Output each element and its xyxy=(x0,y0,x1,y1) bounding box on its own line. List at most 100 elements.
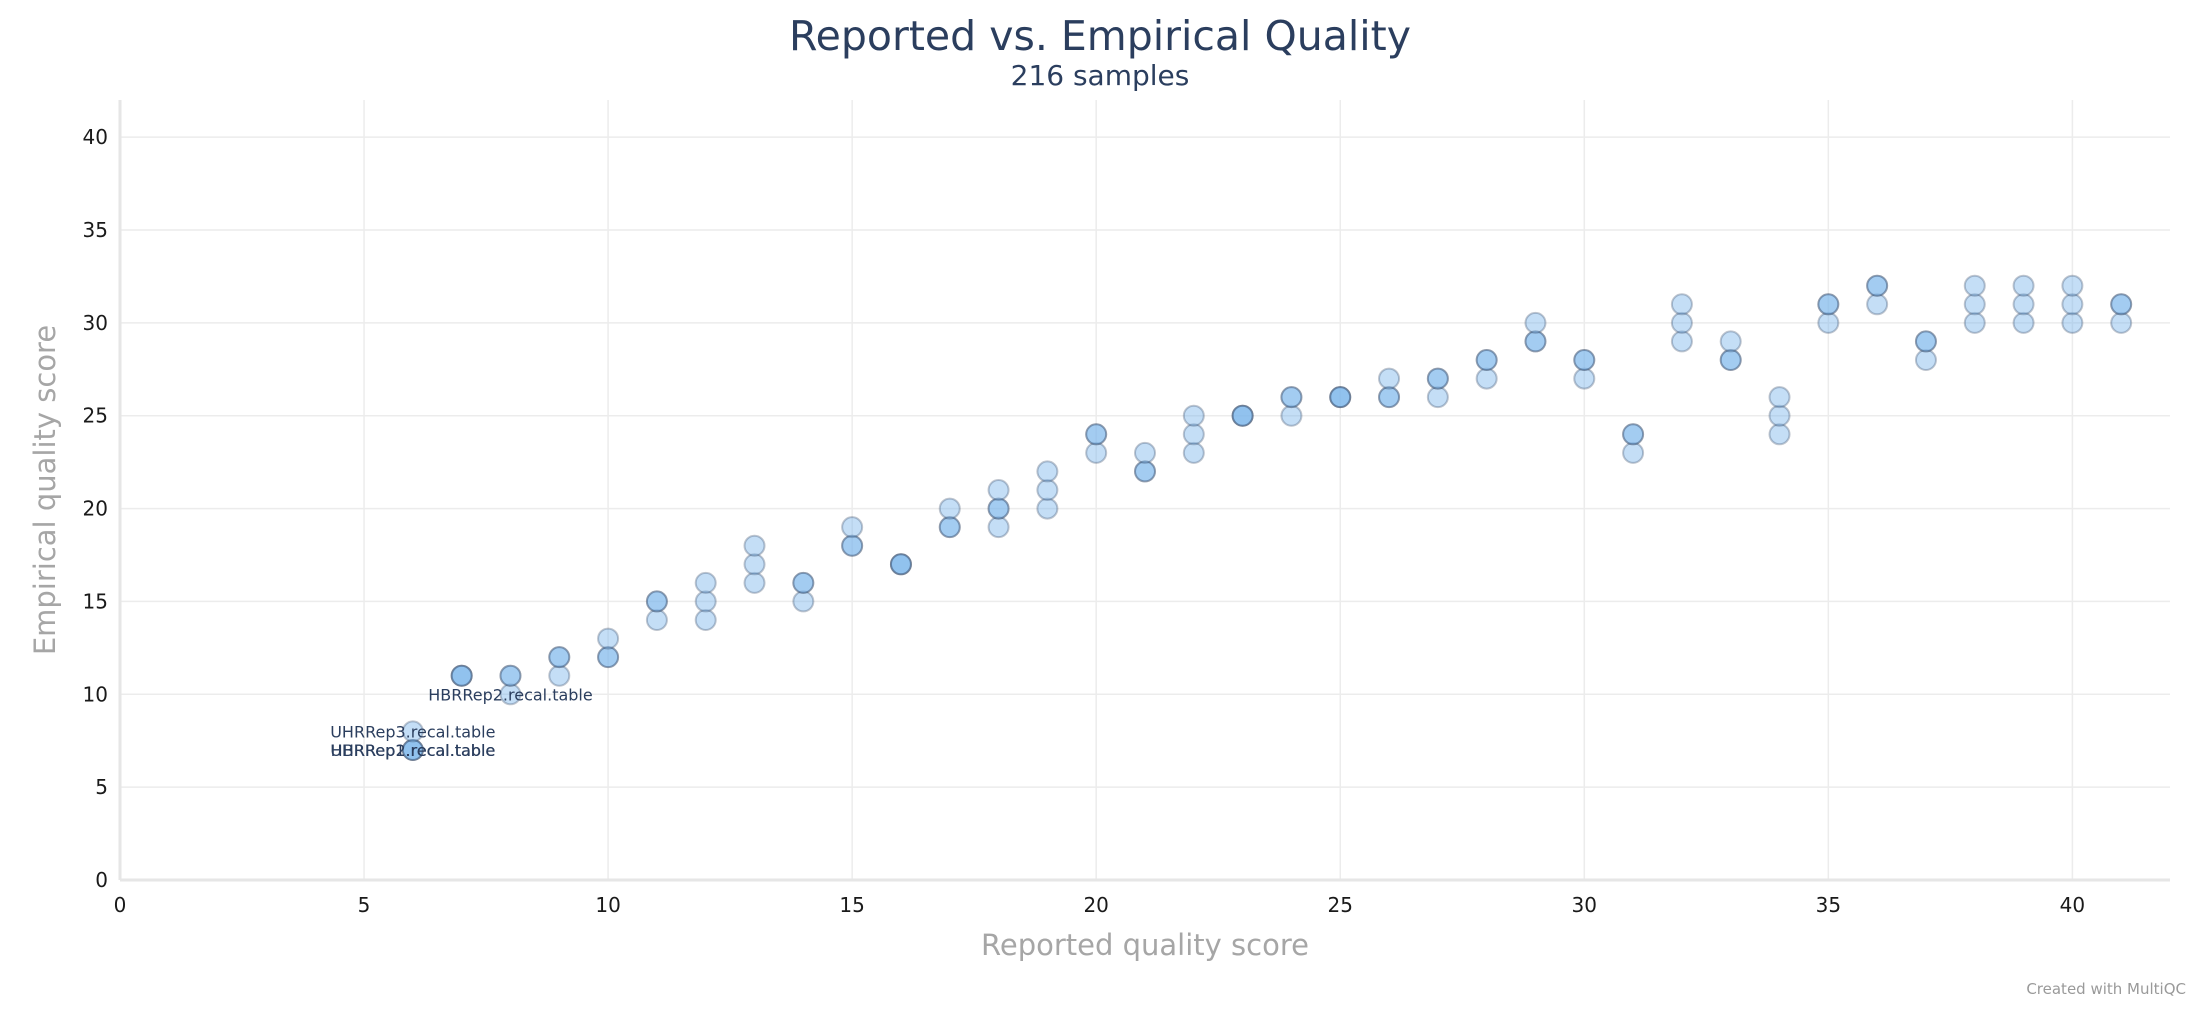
data-point[interactable] xyxy=(1573,349,1596,371)
data-point[interactable] xyxy=(1036,497,1059,520)
data-point[interactable] xyxy=(401,739,424,761)
data-point[interactable] xyxy=(548,646,571,669)
data-point[interactable] xyxy=(1768,404,1791,427)
data-point[interactable] xyxy=(1866,293,1889,316)
data-point[interactable] xyxy=(499,683,522,706)
data-point[interactable] xyxy=(1134,441,1156,464)
data-point[interactable] xyxy=(938,516,961,539)
data-point[interactable] xyxy=(1036,479,1059,501)
data-point[interactable] xyxy=(2012,311,2035,334)
data-point[interactable] xyxy=(1914,349,1937,371)
data-point[interactable] xyxy=(987,516,1010,539)
data-point[interactable] xyxy=(2061,274,2084,297)
data-point[interactable] xyxy=(1280,404,1303,427)
data-point[interactable] xyxy=(2012,293,2035,316)
data-point[interactable] xyxy=(1817,311,1840,334)
data-point[interactable] xyxy=(401,739,424,761)
data-point[interactable] xyxy=(1573,367,1596,390)
data-point[interactable] xyxy=(1378,386,1401,409)
data-point[interactable] xyxy=(1719,349,1742,371)
data-point[interactable] xyxy=(792,571,815,594)
data-point[interactable] xyxy=(1134,460,1156,483)
data-point[interactable] xyxy=(1914,330,1937,353)
data-point[interactable] xyxy=(1231,404,1254,427)
data-point[interactable] xyxy=(1622,423,1645,446)
data-point[interactable] xyxy=(1085,441,1108,464)
data-point[interactable] xyxy=(987,497,1010,520)
data-point[interactable] xyxy=(1280,386,1303,409)
data-point[interactable] xyxy=(548,646,571,669)
data-point[interactable] xyxy=(1817,293,1840,316)
data-point[interactable] xyxy=(889,553,912,576)
data-point[interactable] xyxy=(1134,460,1156,483)
data-point[interactable] xyxy=(694,590,717,613)
data-point[interactable] xyxy=(841,534,864,557)
data-point[interactable] xyxy=(548,664,571,687)
data-point[interactable] xyxy=(987,479,1010,501)
data-point[interactable] xyxy=(2110,293,2133,316)
data-point[interactable] xyxy=(1280,386,1303,409)
data-point[interactable] xyxy=(1622,423,1645,446)
data-point[interactable] xyxy=(1768,423,1791,446)
data-point[interactable] xyxy=(2061,293,2084,316)
data-point[interactable] xyxy=(841,516,864,539)
data-point[interactable] xyxy=(1329,386,1352,409)
data-point[interactable] xyxy=(499,664,522,687)
data-point[interactable] xyxy=(694,571,717,594)
data-point[interactable] xyxy=(1768,386,1791,409)
data-point[interactable] xyxy=(1866,274,1889,297)
data-point[interactable] xyxy=(2110,293,2133,316)
data-point[interactable] xyxy=(889,553,912,576)
data-point[interactable] xyxy=(645,590,668,613)
data-point[interactable] xyxy=(1670,330,1693,353)
data-point[interactable] xyxy=(1475,349,1498,371)
data-point[interactable] xyxy=(938,516,961,539)
data-point[interactable] xyxy=(1475,349,1498,371)
data-point[interactable] xyxy=(597,646,620,669)
data-point[interactable] xyxy=(694,609,717,631)
data-point[interactable] xyxy=(743,553,766,576)
data-point[interactable] xyxy=(1475,367,1498,390)
data-point[interactable] xyxy=(743,534,766,557)
data-point[interactable] xyxy=(645,609,668,631)
data-point[interactable] xyxy=(499,664,522,687)
data-point[interactable] xyxy=(1524,330,1547,353)
data-point[interactable] xyxy=(1329,386,1352,409)
data-point[interactable] xyxy=(2012,274,2035,297)
data-point[interactable] xyxy=(1426,367,1449,390)
data-point[interactable] xyxy=(1670,293,1693,316)
data-point[interactable] xyxy=(938,497,961,520)
data-point[interactable] xyxy=(1622,441,1645,464)
data-point[interactable] xyxy=(1329,386,1352,409)
data-point[interactable] xyxy=(1719,330,1742,353)
data-point[interactable] xyxy=(1426,367,1449,390)
data-point[interactable] xyxy=(1914,330,1937,353)
data-point[interactable] xyxy=(1524,330,1547,353)
data-point[interactable] xyxy=(841,534,864,557)
data-point[interactable] xyxy=(1378,367,1401,390)
data-point[interactable] xyxy=(1182,423,1205,446)
data-point[interactable] xyxy=(1866,274,1889,297)
data-point[interactable] xyxy=(450,664,473,687)
data-point[interactable] xyxy=(1573,349,1596,371)
data-point[interactable] xyxy=(1719,349,1742,371)
data-point[interactable] xyxy=(2061,311,2084,334)
data-point[interactable] xyxy=(1817,293,1840,316)
data-point[interactable] xyxy=(792,571,815,594)
data-point[interactable] xyxy=(889,553,912,576)
data-point[interactable] xyxy=(1085,423,1108,446)
data-point[interactable] xyxy=(1524,311,1547,334)
data-point[interactable] xyxy=(401,739,424,761)
data-point[interactable] xyxy=(1182,404,1205,427)
data-point[interactable] xyxy=(1963,274,1986,297)
data-point[interactable] xyxy=(2110,311,2133,334)
data-point[interactable] xyxy=(450,664,473,687)
data-point[interactable] xyxy=(792,590,815,613)
data-point[interactable] xyxy=(1963,311,1986,334)
data-point[interactable] xyxy=(401,720,424,743)
data-point[interactable] xyxy=(1670,311,1693,334)
data-point[interactable] xyxy=(597,646,620,669)
data-point[interactable] xyxy=(987,497,1010,520)
data-point[interactable] xyxy=(1378,386,1401,409)
data-point[interactable] xyxy=(743,571,766,594)
